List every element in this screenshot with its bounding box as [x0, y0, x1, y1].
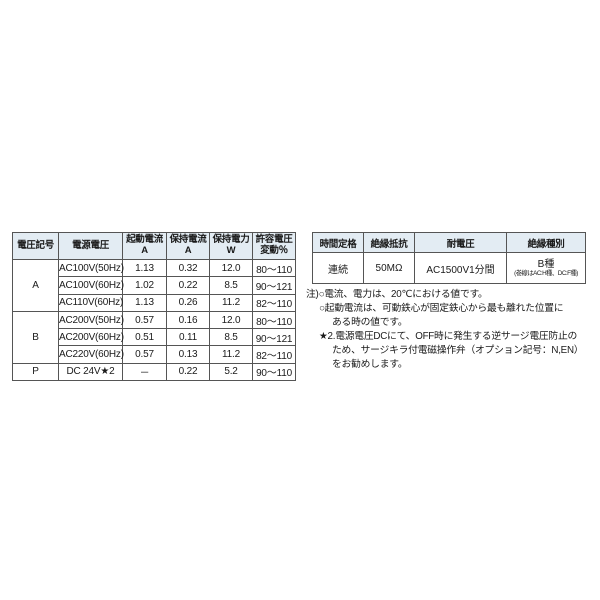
- value-withstand-voltage: AC1500V1分間: [414, 252, 507, 284]
- holding-current: 0.32: [166, 258, 210, 278]
- electrical-specifications-table: 電圧記号 電源電圧 起動電流 A 保持電流 A 保持電力 W 許容電圧 変動％: [12, 232, 296, 382]
- inrush-current: 1.02: [122, 276, 167, 295]
- note-text: 電源電圧DCにて、OFF時に発生する逆サージ電圧防止の: [335, 330, 578, 342]
- supply-voltage: AC220V(60Hz): [58, 345, 124, 364]
- holding-power: 11.2: [209, 345, 253, 364]
- note-text: ため、サージキラ付電磁操作弁（オプション記号：N,EN）: [332, 344, 584, 356]
- header-voltage-symbol: 電圧記号: [12, 232, 59, 260]
- insulation-ratings-table: 時間定格 絶縁抵抗 耐電圧 絶縁種別 連続 50MΩ AC1500V1分間 B種…: [312, 232, 586, 284]
- holding-current: 0.22: [166, 276, 210, 295]
- supply-voltage: AC200V(50Hz): [58, 310, 124, 330]
- note-text: ある時の値です。: [332, 316, 408, 328]
- voltage-variation: 80〜110: [252, 310, 296, 330]
- note-bullet-icon: ○: [318, 289, 325, 300]
- inrush-current: －: [122, 362, 167, 382]
- ratings-header-row: 時間定格 絶縁抵抗 耐電圧 絶縁種別: [312, 232, 586, 253]
- holding-current: 0.22: [166, 362, 210, 382]
- note-item-1: 注) ○ 電流、電力は、20℃における値です。: [306, 288, 598, 302]
- table-row: A AC100V(50Hz) 1.13 0.32 12.0 80〜110: [12, 258, 296, 312]
- value-insulation-class: B種 (巻線はAC:H種、DC:F種): [506, 252, 586, 284]
- voltage-variation: 82〜110: [252, 345, 296, 364]
- supply-voltage: AC200V(60Hz): [58, 328, 124, 347]
- holding-power: 11.2: [209, 293, 253, 312]
- table-row: B AC200V(50Hz) 0.57 0.16 12.0 80〜110: [12, 310, 296, 364]
- supply-voltage: DC 24V★2: [58, 362, 123, 382]
- header-insulation-resistance: 絶縁抵抗: [363, 232, 415, 253]
- header-supply-voltage: 電源電圧: [58, 232, 123, 260]
- header-withstand-voltage: 耐電圧: [414, 232, 507, 253]
- holding-power: 5.2: [209, 362, 253, 382]
- header-insulation-class: 絶縁種別: [506, 232, 586, 253]
- holding-current: 0.16: [166, 310, 210, 330]
- note-item-2: ○ 起動電流は、可動鉄心が固定鉄心から最も離れた位置に: [306, 302, 598, 316]
- header-voltage-variation: 許容電圧 変動％: [252, 232, 296, 260]
- inrush-current: 0.51: [122, 328, 167, 347]
- header-time-rating: 時間定格: [312, 232, 364, 253]
- note-item-3: ★2. 電源電圧DCにて、OFF時に発生する逆サージ電圧防止の: [306, 330, 598, 344]
- note-bullet-icon: ○: [319, 302, 325, 314]
- holding-current: 0.13: [166, 345, 210, 364]
- spec-table-header: 電圧記号 電源電圧 起動電流 A 保持電流 A 保持電力 W 許容電圧 変動％: [12, 232, 296, 260]
- holding-power: 12.0: [209, 258, 253, 278]
- voltage-variation: 90〜121: [252, 328, 296, 347]
- voltage-variation: 82〜110: [252, 293, 296, 312]
- inrush-current: 1.13: [122, 293, 167, 312]
- table-row: AC200V(60Hz) 0.51 0.11 8.5 90〜121: [13, 328, 296, 347]
- note-item-2-cont: ある時の値です。: [306, 316, 598, 330]
- voltage-variation: 90〜110: [252, 362, 296, 382]
- holding-power: 12.0: [209, 310, 253, 330]
- note-star-icon: ★2.: [319, 330, 336, 342]
- voltage-symbol-a: A: [12, 259, 59, 312]
- ratings-table-header: 時間定格 絶縁抵抗 耐電圧 絶縁種別: [312, 232, 586, 253]
- holding-power: 8.5: [209, 276, 253, 295]
- spec-header-row: 電圧記号 電源電圧 起動電流 A 保持電流 A 保持電力 W 許容電圧 変動％: [12, 232, 296, 260]
- holding-current: 0.26: [166, 293, 210, 312]
- header-inrush-current: 起動電流 A: [122, 232, 167, 260]
- notes-block: 注) ○ 電流、電力は、20℃における値です。 ○ 起動電流は、可動鉄心が固定鉄…: [306, 288, 598, 371]
- notes-label: 注): [306, 289, 319, 300]
- table-row: AC110V(60Hz) 1.13 0.26 11.2 82〜110: [13, 293, 296, 312]
- ratings-table-body: 連続 50MΩ AC1500V1分間 B種 (巻線はAC:H種、DC:F種): [312, 252, 586, 284]
- note-text: 電流、電力は、20℃における値です。: [324, 289, 488, 300]
- note-item-3-cont-2: をお勧めします。: [306, 358, 598, 372]
- inrush-current: 0.57: [122, 310, 167, 330]
- inrush-current: 0.57: [122, 345, 167, 364]
- insulation-class-note: (巻線はAC:H種、DC:F種): [514, 269, 578, 277]
- holding-power: 8.5: [209, 328, 253, 347]
- voltage-variation: 80〜110: [252, 258, 296, 278]
- voltage-variation: 90〜121: [252, 276, 296, 295]
- spec-table-body: A AC100V(50Hz) 1.13 0.32 12.0 80〜110 AC1…: [12, 258, 296, 382]
- voltage-symbol-p: P: [12, 362, 59, 382]
- holding-current: 0.11: [166, 328, 210, 347]
- header-holding-current: 保持電流 A: [166, 232, 210, 260]
- insulation-class-main: B種: [537, 258, 555, 270]
- table-row: P DC 24V★2 － 0.22 5.2 90〜110: [12, 362, 296, 382]
- header-holding-power: 保持電力 W: [209, 232, 253, 260]
- value-time-rating: 連続: [312, 252, 364, 284]
- inrush-current: 1.13: [122, 258, 167, 278]
- supply-voltage: AC100V(50Hz): [58, 258, 124, 278]
- note-text: 起動電流は、可動鉄心が固定鉄心から最も離れた位置に: [324, 302, 564, 314]
- supply-voltage: AC100V(60Hz): [58, 276, 124, 295]
- note-text: をお勧めします。: [332, 358, 408, 370]
- value-insulation-resistance: 50MΩ: [363, 252, 415, 284]
- table-row: 連続 50MΩ AC1500V1分間 B種 (巻線はAC:H種、DC:F種): [312, 252, 586, 284]
- supply-voltage: AC110V(60Hz): [58, 293, 123, 312]
- voltage-symbol-b: B: [12, 310, 59, 364]
- note-item-3-cont-1: ため、サージキラ付電磁操作弁（オプション記号：N,EN）: [306, 344, 598, 358]
